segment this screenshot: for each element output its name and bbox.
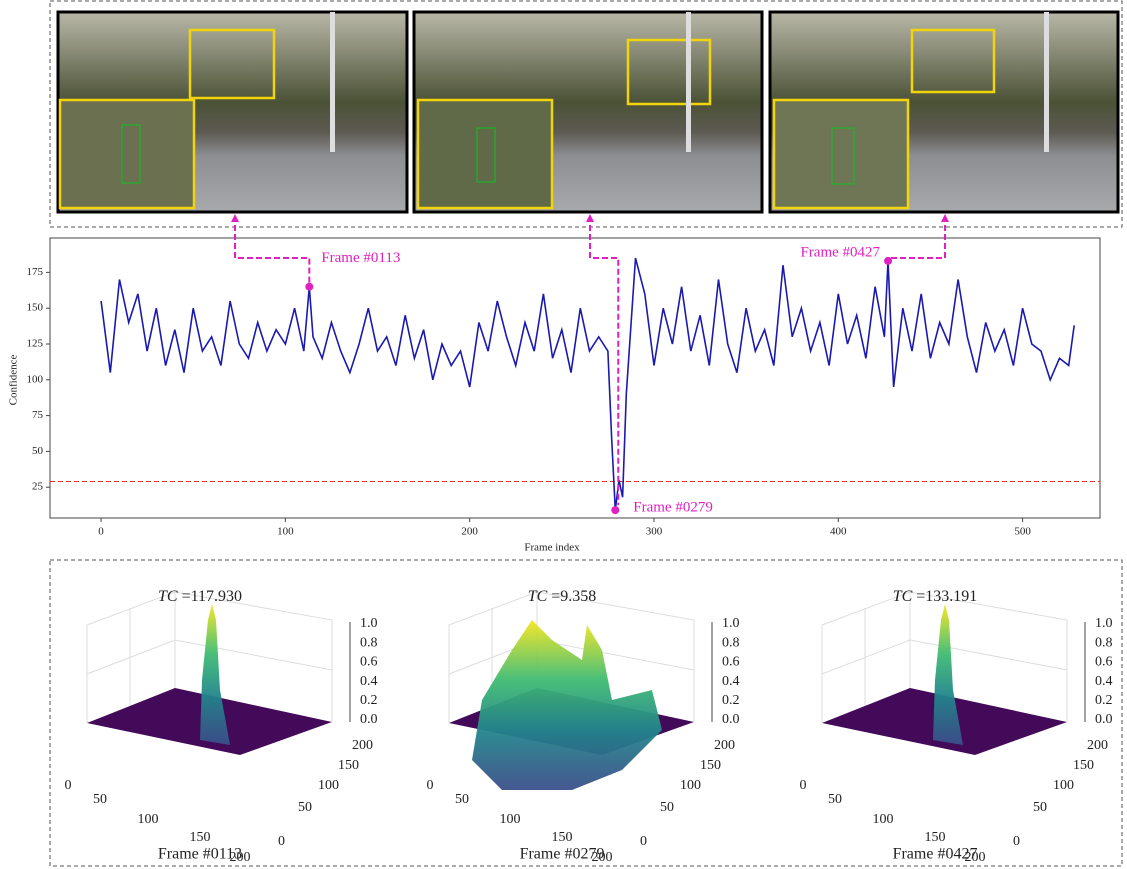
surface-peak xyxy=(933,604,963,745)
z-tick-label: 0.0 xyxy=(360,712,378,727)
y-tick-label: 50 xyxy=(1033,800,1047,815)
x-tick-label: 100 xyxy=(277,526,294,538)
y-tick-label: 100 xyxy=(318,778,339,793)
z-tick-label: 0.2 xyxy=(360,693,378,708)
z-tick-label: 1.0 xyxy=(1095,616,1113,631)
y-tick-label: 0 xyxy=(640,834,647,849)
y-tick-label: 50 xyxy=(298,800,312,815)
y-tick-label: 150 xyxy=(700,758,721,773)
y-tick-label: 50 xyxy=(660,800,674,815)
arrow-head xyxy=(231,214,239,222)
tc-value: =117.930 xyxy=(182,588,242,605)
figure: Frame index Confidence 25 50 75 100 125 150 17… xyxy=(0,0,1127,869)
x-tick-label: 200 xyxy=(965,850,986,865)
y-tick-label: 0 xyxy=(1013,834,1020,849)
z-tick-label: 1.0 xyxy=(360,616,378,631)
x-tick-label: 150 xyxy=(925,830,946,845)
plot-area xyxy=(50,238,1100,518)
y-tick-label: 150 xyxy=(1073,758,1094,773)
y-tick-label: 100 xyxy=(680,778,701,793)
x-tick-label: 50 xyxy=(828,792,842,807)
y-axis-label: Confidence xyxy=(8,355,20,406)
arrow-head xyxy=(941,214,949,222)
x-axis-label: Frame index xyxy=(524,542,580,554)
tc-value: =9.358 xyxy=(551,588,596,605)
arrow-head xyxy=(586,214,594,222)
z-tick-label: 0.6 xyxy=(360,655,378,670)
z-tick-label: 0.2 xyxy=(1095,693,1113,708)
x-tick-label: 0 xyxy=(98,526,104,538)
z-tick-label: 0.0 xyxy=(1095,712,1113,727)
y-tick-label: 0 xyxy=(278,834,285,849)
y-tick-label: 125 xyxy=(27,338,44,350)
annotation-point xyxy=(305,283,313,291)
annotation-point xyxy=(884,257,892,265)
y-tick-label: 200 xyxy=(352,738,373,753)
y-tick-label: 150 xyxy=(338,758,359,773)
x-tick-label: 150 xyxy=(190,830,211,845)
x-tick-label: 200 xyxy=(461,526,478,538)
z-tick-label: 0.4 xyxy=(1095,674,1113,689)
y-tick-label: 100 xyxy=(27,373,44,385)
z-tick-label: 0.0 xyxy=(722,712,740,727)
z-tick-label: 0.6 xyxy=(1095,655,1113,670)
z-tick-label: 0.4 xyxy=(360,674,378,689)
z-tick-label: 0.8 xyxy=(722,635,740,650)
x-tick-label: 100 xyxy=(138,812,159,827)
x-tick-label: 0 xyxy=(800,778,807,793)
z-tick-label: 0.8 xyxy=(1095,635,1113,650)
annotation-point xyxy=(611,506,619,514)
x-tick-label: 0 xyxy=(65,778,72,793)
tc-title: TC=117.930 xyxy=(158,588,242,605)
z-tick-label: 0.6 xyxy=(722,655,740,670)
x-tick-label: 100 xyxy=(500,812,521,827)
y-tick-label: 50 xyxy=(32,445,44,457)
x-tick-label: 50 xyxy=(455,792,469,807)
x-tick-label: 400 xyxy=(830,526,847,538)
annotation-label: Frame #0113 xyxy=(321,250,400,266)
x-tick-label: 0 xyxy=(427,778,434,793)
annotation-label: Frame #0279 xyxy=(633,500,713,516)
y-tick-label: 175 xyxy=(27,266,44,278)
tc-value: =133.191 xyxy=(916,588,977,605)
x-tick-label: 200 xyxy=(592,850,613,865)
annotation-label: Frame #0427 xyxy=(800,244,880,260)
y-tick-label: 200 xyxy=(1087,738,1108,753)
x-tick-label: 100 xyxy=(873,812,894,827)
x-tick-label: 300 xyxy=(646,526,663,538)
surface-peak xyxy=(200,604,230,745)
z-tick-label: 1.0 xyxy=(722,616,740,631)
callout-arrow xyxy=(590,216,618,505)
y-tick-label: 150 xyxy=(27,302,44,314)
tc-title: TC=9.358 xyxy=(528,588,597,605)
tc-symbol: TC xyxy=(158,588,178,605)
x-tick-label: 50 xyxy=(93,792,107,807)
photos xyxy=(58,12,1118,212)
y-tick-label: 75 xyxy=(32,409,44,421)
x-tick-label: 500 xyxy=(1014,526,1031,538)
y-tick-label: 200 xyxy=(714,738,735,753)
tc-title: TC=133.191 xyxy=(893,588,978,605)
y-tick-label: 25 xyxy=(32,481,44,493)
z-tick-label: 0.4 xyxy=(722,674,740,689)
x-tick-label: 150 xyxy=(552,830,573,845)
tc-symbol: TC xyxy=(893,588,913,605)
tc-symbol: TC xyxy=(528,588,548,605)
z-tick-label: 0.8 xyxy=(360,635,378,650)
confidence-line xyxy=(101,258,1074,510)
y-tick-label: 100 xyxy=(1053,778,1074,793)
z-tick-label: 0.2 xyxy=(722,693,740,708)
x-tick-label: 200 xyxy=(230,850,251,865)
